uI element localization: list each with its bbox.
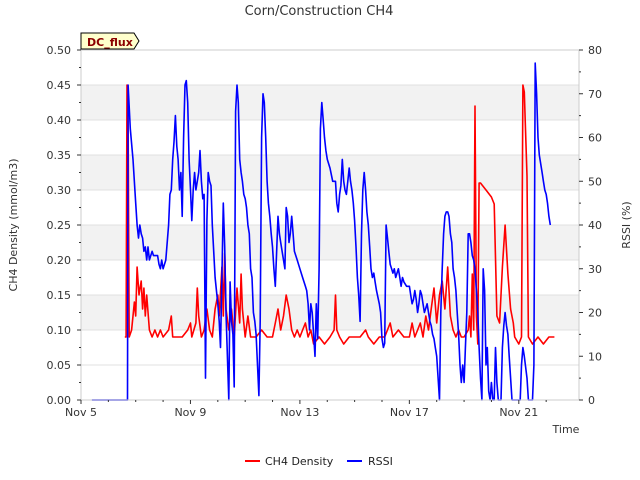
y-right-tick-label: 0 (588, 394, 595, 407)
y-left-tick-label: 0.30 (47, 184, 72, 197)
legend-label-rssi: RSSI (368, 455, 393, 468)
band-3 (81, 85, 579, 120)
x-tick-label: Nov 5 (65, 406, 97, 419)
y-right-tick-label: 10 (588, 350, 602, 363)
y-axis-right-title: RSSI (%) (620, 201, 633, 248)
chart-title: Corn/Construction CH4 (245, 4, 394, 19)
y-axis-left-title: CH4 Density (mmol/m3) (7, 159, 20, 292)
y-left-tick-label: 0.45 (47, 79, 72, 92)
y-right-tick-label: 80 (588, 44, 602, 57)
x-tick-label: Nov 17 (390, 406, 429, 419)
x-tick-label: Nov 21 (499, 406, 538, 419)
series-layer (91, 62, 555, 401)
y-right-tick-label: 70 (588, 88, 602, 101)
y-right-tick-label: 50 (588, 175, 602, 188)
y-left-tick-label: 0.35 (47, 149, 72, 162)
x-axis-title: Time (552, 423, 580, 436)
y-axis-left: 0.00 0.05 0.10 0.15 0.20 0.25 0.30 0.35 0.40 0.45… (47, 44, 81, 407)
x-tick-label: Nov 13 (280, 406, 319, 419)
x-tick-label: Nov 9 (174, 406, 206, 419)
x-axis: Nov 5 Nov 9 Nov 13 Nov 17 Nov 21 (65, 400, 547, 419)
y-right-tick-label: 40 (588, 219, 602, 232)
y-left-tick-label: 0.40 (47, 114, 72, 127)
y-left-tick-label: 0.50 (47, 44, 72, 57)
y-left-tick-label: 0.20 (47, 254, 72, 267)
y-left-tick-label: 0.15 (47, 289, 72, 302)
legend: CH4 Density RSSI (245, 455, 393, 468)
y-right-tick-label: 30 (588, 263, 602, 276)
y-axis-right: 0 10 20 30 40 50 60 70 80 (579, 44, 602, 407)
legend-label-ch4: CH4 Density (265, 455, 334, 468)
badge-label: DC_flux (87, 36, 133, 49)
y-left-tick-label: 0.25 (47, 219, 72, 232)
dc-flux-badge: DC_flux (80, 32, 140, 50)
y-right-tick-label: 20 (588, 307, 602, 320)
y-left-tick-label: 0.10 (47, 324, 72, 337)
gridlines (81, 49, 579, 401)
y-left-tick-label: 0.05 (47, 359, 72, 372)
series-line-ch4-density (124, 84, 555, 345)
y-left-tick-label: 0.00 (47, 394, 72, 407)
badge-shape (80, 32, 140, 50)
band-2 (81, 155, 579, 190)
y-right-tick-label: 60 (588, 132, 602, 145)
series-line-rssi (91, 62, 552, 401)
